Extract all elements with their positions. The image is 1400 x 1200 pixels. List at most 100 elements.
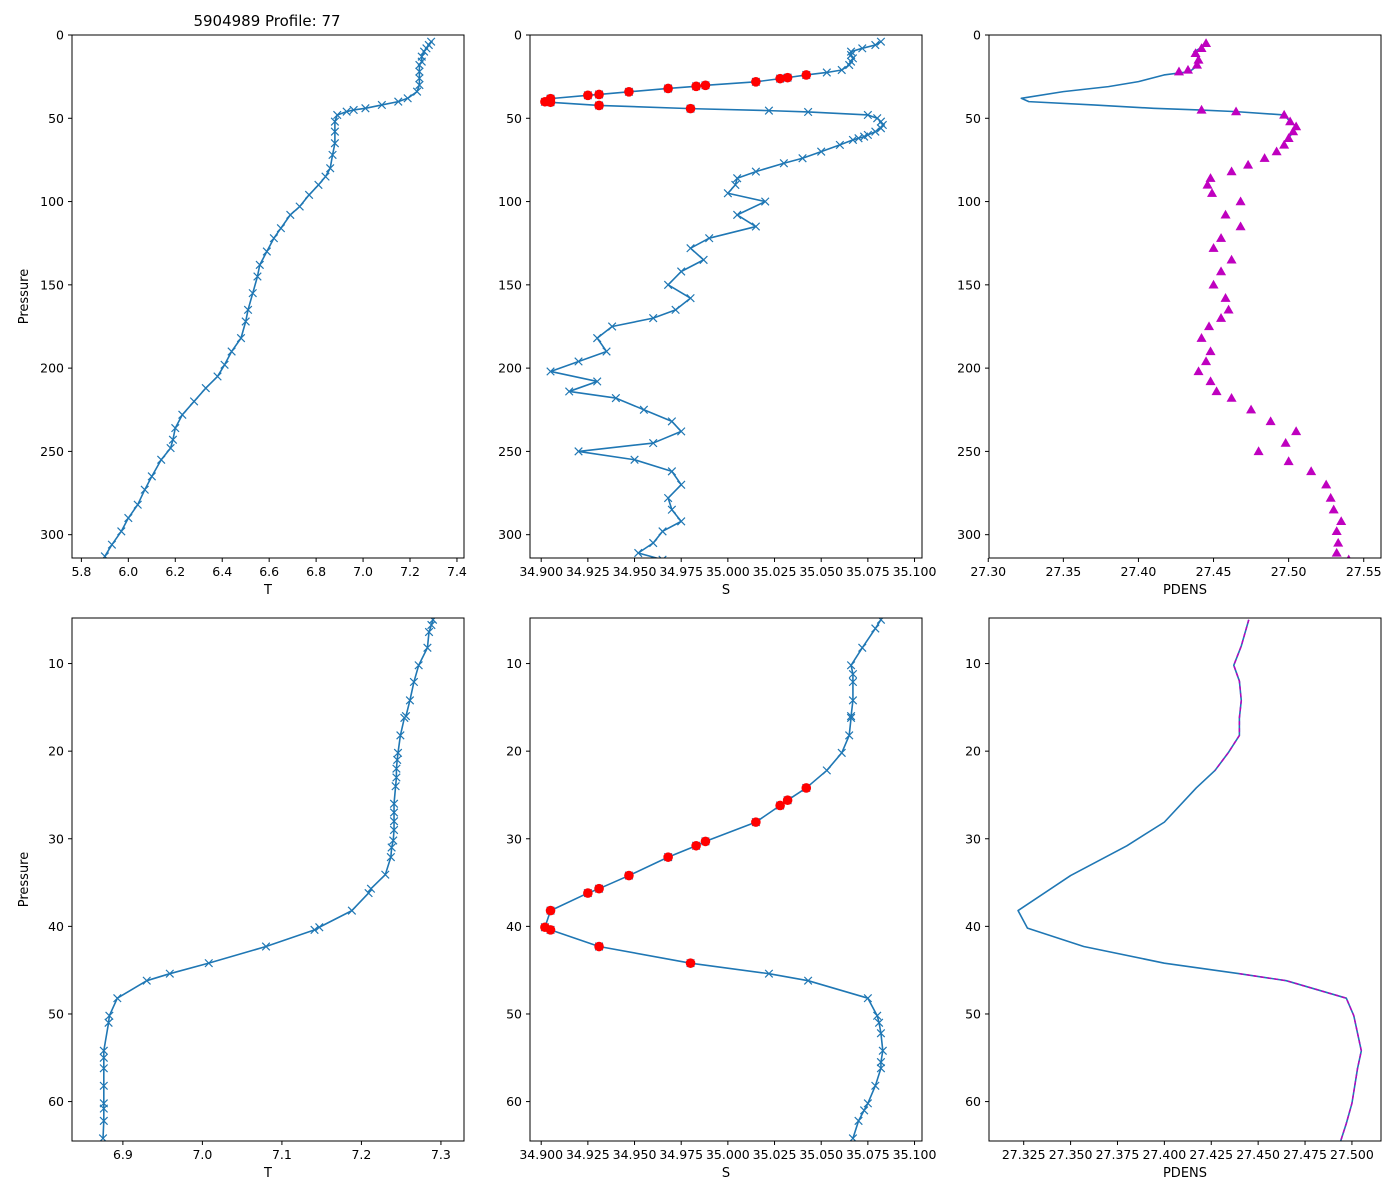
- point-tri-p3-9: [1279, 109, 1290, 119]
- point-x-p5-10: [837, 748, 846, 758]
- y-tick-label-p4-1: 20: [48, 744, 64, 759]
- point-x-p4-8: [400, 713, 409, 723]
- point-tri-p3-32: [1216, 313, 1227, 322]
- point-x-p2-58: [602, 347, 611, 356]
- x-axis-label-p6: PDENS: [1163, 1166, 1207, 1181]
- point-tri-p3-46: [1283, 456, 1294, 466]
- point-x-p2-66: [676, 427, 686, 436]
- y-tick-label-p3-4: 200: [957, 361, 981, 376]
- point-x-p4-32: [113, 993, 122, 1003]
- point-tri-p3-40: [1226, 392, 1237, 402]
- axes-frame-p1: [71, 34, 465, 559]
- point-x-p4-6: [405, 696, 415, 705]
- point-tri-p3-25: [1216, 233, 1227, 242]
- point-x-p2-61: [592, 377, 602, 386]
- point-x-p4-40: [99, 1104, 109, 1113]
- point-x-p1-34: [243, 305, 253, 315]
- point-tri-p3-20: [1202, 179, 1213, 189]
- point-x-p1-12: [394, 97, 403, 106]
- x-tick-label-p5-1: 34.925: [566, 1147, 610, 1162]
- point-x-p2-42: [732, 174, 742, 183]
- point-x-p2-0: [876, 37, 886, 46]
- x-tick-label-p1-2: 6.2: [165, 564, 185, 579]
- y-tick-label-p5-2: 30: [506, 831, 522, 846]
- point-x-p5-36: [871, 1081, 880, 1091]
- point-x-p4-5: [409, 677, 419, 687]
- point-x-p2-25: [764, 106, 774, 115]
- x-tick-label-p5-6: 35.050: [799, 1147, 843, 1162]
- x-tick-label-p5-4: 35.000: [706, 1147, 750, 1162]
- y-tick-label-p3-6: 300: [957, 527, 981, 542]
- point-x-p2-75: [658, 527, 667, 536]
- point-x-p1-7: [415, 67, 424, 76]
- x-axis-label-p3: PDENS: [1163, 583, 1207, 598]
- point-x-p2-32: [871, 127, 880, 136]
- point-x-p2-67: [648, 438, 658, 448]
- point-tri-p3-24: [1235, 221, 1246, 231]
- point-tri-p3-19: [1205, 173, 1216, 182]
- point-x-p2-56: [607, 322, 617, 331]
- point-tri-p3-34: [1196, 333, 1207, 342]
- axes-frame-p4: [71, 617, 465, 1142]
- series-dash-p6-2: [1239, 972, 1363, 1141]
- point-x-p1-14: [361, 104, 370, 113]
- point-x-p4-41: [99, 1116, 109, 1126]
- axes-frame-p6: [988, 617, 1382, 1142]
- y-tick-label-p3-3: 150: [957, 277, 981, 292]
- point-flag-p5-8: [594, 883, 604, 894]
- point-tri-p3-49: [1325, 492, 1336, 502]
- x-tick-label-p4-1: 7.0: [192, 1147, 212, 1162]
- point-tri-p3-30: [1220, 293, 1231, 302]
- point-x-p5-39: [854, 1116, 863, 1126]
- point-x-p1-32: [253, 272, 262, 281]
- point-flag-p2-8: [594, 89, 604, 100]
- x-tick-label-p5-0: 34.900: [519, 1147, 563, 1162]
- point-x-p2-2: [858, 44, 867, 53]
- point-x-p1-24: [314, 180, 323, 190]
- point-x-p4-31: [142, 976, 151, 985]
- point-x-p4-20: [387, 843, 396, 852]
- x-tick-label-p3-0: 27.30: [970, 564, 1006, 579]
- point-flag-p2-14: [685, 103, 696, 114]
- x-tick-label-p1-5: 6.8: [306, 564, 326, 579]
- point-x-p2-70: [667, 467, 677, 476]
- point-x-p2-35: [854, 134, 863, 143]
- point-x-p5-32: [876, 1029, 886, 1038]
- point-tri-p3-15: [1271, 146, 1282, 156]
- point-x-p4-38: [99, 1081, 109, 1091]
- x-tick-label-p2-4: 35.000: [706, 564, 750, 579]
- x-tick-label-p2-1: 34.925: [566, 564, 610, 579]
- x-tick-label-p3-2: 27.40: [1121, 564, 1157, 579]
- point-tri-p3-16: [1259, 153, 1270, 162]
- point-x-p1-11: [403, 94, 412, 103]
- point-x-p5-29: [863, 993, 873, 1003]
- point-flag-p2-2: [775, 73, 785, 84]
- point-flag-p2-7: [624, 86, 634, 97]
- point-x-p2-40: [779, 159, 789, 168]
- point-tri-p3-55: [1346, 554, 1351, 558]
- x-tick-label-p6-7: 27.500: [1330, 1147, 1374, 1162]
- point-x-p5-28: [803, 976, 813, 985]
- point-x-p4-3: [423, 643, 432, 653]
- point-x-p5-7: [846, 711, 856, 721]
- y-tick-label-p4-0: 10: [48, 656, 64, 671]
- point-x-p4-2: [424, 627, 434, 637]
- point-tri-p3-23: [1220, 209, 1231, 219]
- point-x-p2-53: [686, 293, 695, 303]
- point-tri-p3-50: [1328, 504, 1339, 514]
- x-tick-label-p5-8: 35.100: [893, 1147, 937, 1162]
- point-x-p2-76: [648, 538, 658, 548]
- point-x-p1-48: [140, 485, 149, 494]
- point-x-p5-34: [876, 1057, 886, 1067]
- x-tick-label-p5-2: 34.950: [613, 1147, 657, 1162]
- point-x-p2-8: [837, 65, 846, 75]
- point-flag-p5-7: [624, 870, 634, 881]
- plot-area-p4: [98, 618, 438, 1141]
- x-tick-label-p1-0: 5.8: [71, 564, 91, 579]
- y-tick-label-p1-6: 300: [40, 527, 64, 542]
- point-x-p4-15: [389, 799, 399, 808]
- panel-p1: 5.8 6.0 6.2 6.4 6.6 6.8 7.0 7.2 7.4 0 50 100 150 200 2…: [17, 28, 467, 599]
- point-x-p1-30: [262, 247, 272, 256]
- point-tri-p3-44: [1280, 437, 1291, 447]
- point-x-p1-40: [201, 383, 211, 393]
